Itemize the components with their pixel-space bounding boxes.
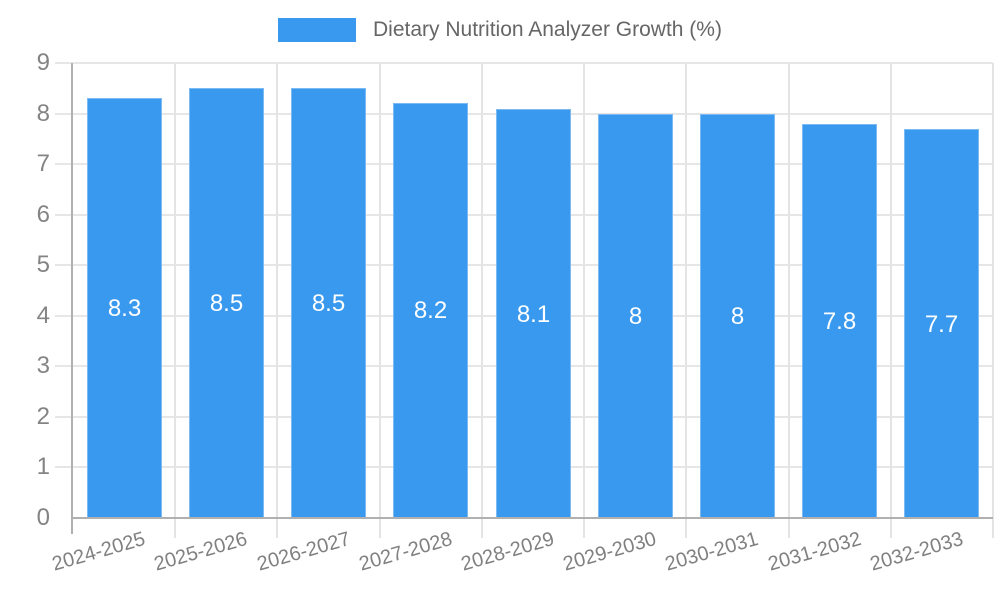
legend-swatch-icon: [278, 18, 357, 42]
bar-value-label: 8: [730, 303, 745, 330]
v-gridline: [481, 63, 483, 538]
x-tick-label: 2029-2030: [561, 528, 660, 576]
bar: 8.5: [189, 88, 264, 518]
y-tick-label: 7: [36, 150, 50, 177]
x-tick-label: 2030-2031: [663, 528, 762, 576]
y-tick-label: 8: [36, 100, 50, 127]
bar: 8: [700, 114, 775, 518]
v-gridline: [276, 63, 278, 538]
bar: 8.1: [496, 109, 571, 519]
x-tick-label: 2024-2025: [50, 528, 149, 576]
bar-value-label: 8.1: [516, 301, 551, 328]
x-tick-label: 2026-2027: [255, 528, 354, 576]
x-axis-line: [71, 517, 993, 519]
bar-value-label: 7.7: [924, 311, 959, 338]
v-gridline: [992, 63, 994, 538]
bar: 8.3: [87, 98, 162, 518]
plot-area: 8.3 8.5 8.5 8.2 8.1 8 8 7.8 7.7: [55, 62, 994, 538]
y-tick-label: 3: [36, 352, 50, 379]
x-tick-label: 2025-2026: [152, 528, 251, 576]
v-gridline: [583, 63, 585, 538]
v-gridline: [685, 63, 687, 538]
bar-value-label: 8.3: [107, 295, 142, 322]
y-tick-label: 9: [36, 49, 50, 76]
y-tick-label: 5: [36, 251, 50, 278]
bar: 8.2: [393, 103, 468, 518]
x-tick-label: 2032-2033: [868, 528, 967, 576]
v-gridline: [174, 63, 176, 538]
bar-value-label: 8.2: [413, 297, 448, 324]
bar: 8.5: [291, 88, 366, 518]
v-gridline: [379, 63, 381, 538]
bar-value-label: 7.8: [822, 308, 857, 335]
bar: 7.8: [802, 124, 877, 518]
y-tick-label: 0: [36, 504, 50, 531]
bar-value-label: 8.5: [209, 290, 244, 317]
legend-label: Dietary Nutrition Analyzer Growth (%): [373, 18, 722, 41]
bar-value-label: 8: [628, 303, 643, 330]
x-tick-label: 2027-2028: [357, 528, 456, 576]
bar-value-label: 8.5: [311, 290, 346, 317]
chart-legend: Dietary Nutrition Analyzer Growth (%): [0, 18, 1000, 42]
y-tick-label: 4: [36, 302, 50, 329]
legend-item[interactable]: Dietary Nutrition Analyzer Growth (%): [278, 18, 722, 42]
y-tick-label: 1: [36, 453, 50, 480]
bar: 8: [598, 114, 673, 518]
x-tick-label: 2028-2029: [459, 528, 558, 576]
v-gridline: [788, 63, 790, 538]
h-gridline: [55, 62, 993, 64]
y-tick-label: 2: [36, 403, 50, 430]
bar: 7.7: [904, 129, 979, 518]
y-tick-label: 6: [36, 201, 50, 228]
v-gridline: [890, 63, 892, 538]
x-tick-label: 2031-2032: [766, 528, 865, 576]
y-axis-line: [71, 63, 73, 534]
